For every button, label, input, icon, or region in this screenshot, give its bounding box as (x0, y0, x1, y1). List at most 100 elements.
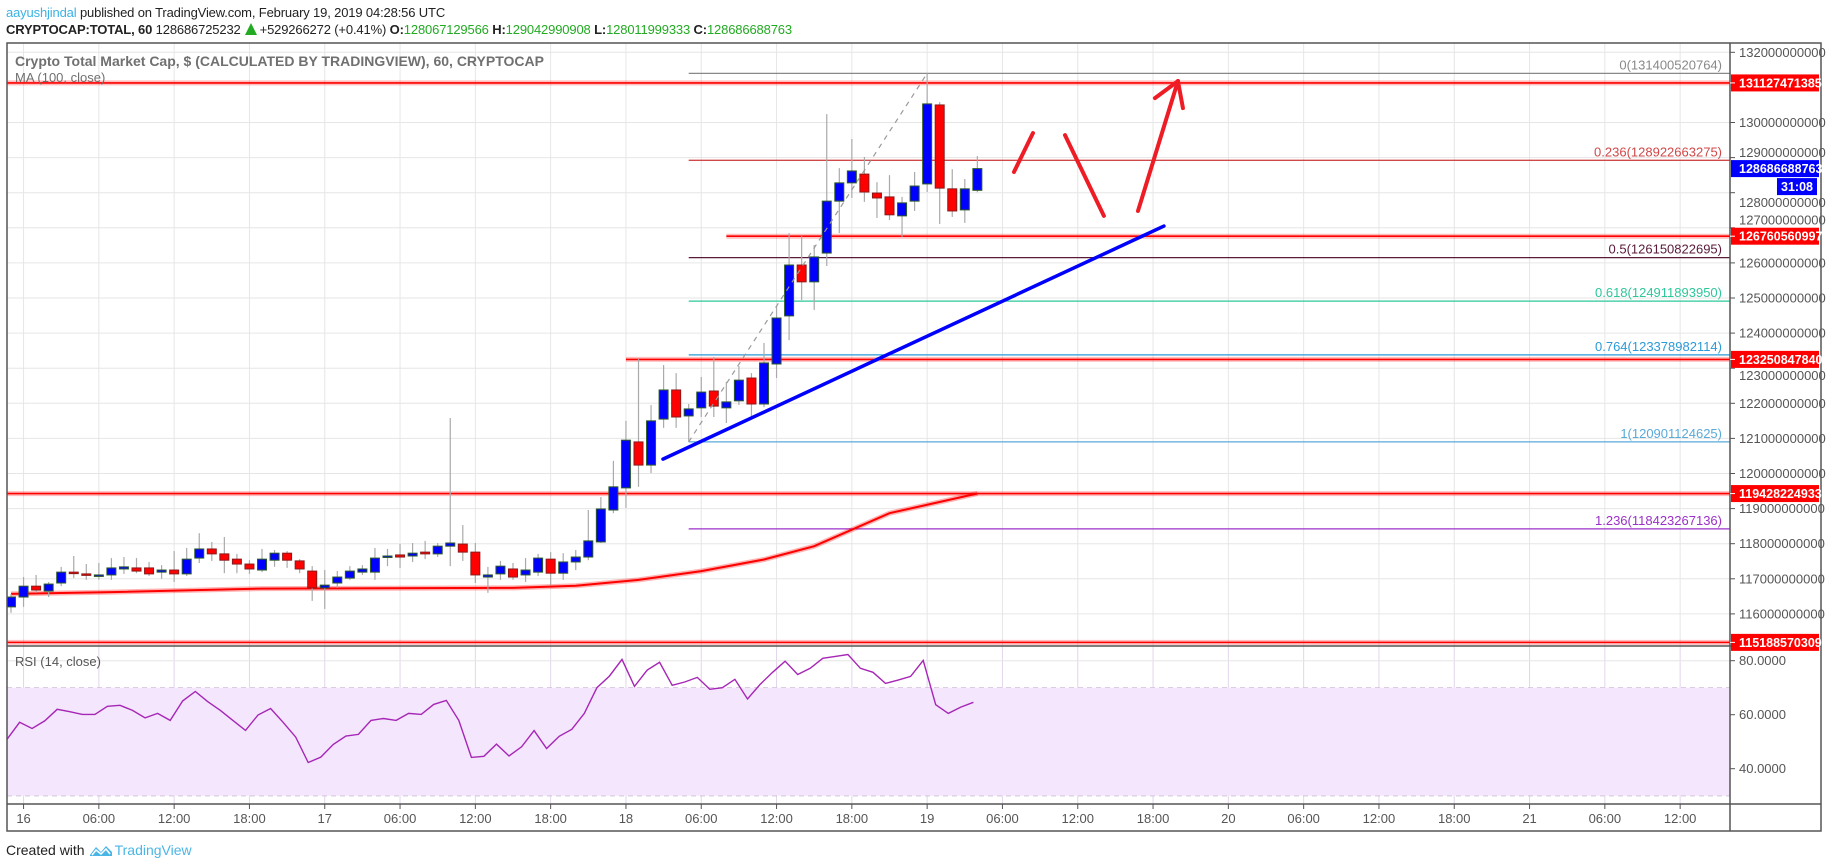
candle-up (608, 460, 619, 514)
horizontal-levels[interactable] (7, 80, 1730, 645)
candle-body (395, 554, 406, 558)
arrow-head-right (1175, 79, 1185, 111)
price-tick-label: 128000000000 (1739, 195, 1826, 210)
candle-body (759, 362, 769, 405)
candle-down (131, 558, 142, 574)
tradingview-link[interactable]: TradingView (114, 842, 192, 858)
candle-body (470, 551, 481, 576)
candle-down (884, 175, 895, 221)
candle-up (759, 342, 769, 408)
candle-body (118, 566, 129, 570)
level-price-label: 119428224933 (1739, 487, 1822, 501)
arrow-head-left (1152, 79, 1180, 101)
candle-up (570, 550, 581, 571)
candle-body (620, 439, 631, 489)
candle-body (457, 543, 468, 553)
candle-body (445, 542, 456, 547)
candle-body (696, 391, 707, 409)
candle-body (671, 389, 682, 418)
candle-down (708, 356, 719, 417)
price-tick-label: 125000000000 (1739, 290, 1826, 305)
candle-body (43, 583, 54, 592)
path-stroke[interactable] (1011, 131, 1035, 174)
candle-down (420, 540, 431, 560)
price-tick-label: 123000000000 (1739, 368, 1826, 383)
fib-level-label: 0.764(123378982114) (1595, 339, 1722, 354)
candle-body (18, 585, 29, 598)
candle-up (520, 558, 531, 582)
author-link[interactable]: aayushjindal (6, 5, 77, 20)
ma-legend: MA (100, close) (15, 70, 105, 85)
candle-up (181, 547, 192, 576)
up-triangle-icon (244, 23, 257, 35)
candle-body (796, 264, 807, 283)
level-price-label: 123250847840 (1739, 353, 1822, 367)
publish-info: aayushjindal published on TradingView.co… (6, 5, 445, 20)
candle-down (545, 552, 556, 586)
candle-body (68, 571, 79, 575)
candle-up (897, 196, 908, 237)
path-stroke[interactable] (1062, 133, 1106, 218)
candle-up (972, 156, 983, 193)
fib-trend-dashed-line (688, 73, 928, 443)
candle-up (43, 581, 54, 598)
drawings[interactable] (661, 73, 1185, 461)
candle-down (144, 561, 155, 576)
level-price-label-box[interactable] (1731, 74, 1819, 92)
price-tick-label: 126000000000 (1739, 255, 1826, 270)
time-tick-label: 12:00 (1664, 811, 1697, 826)
candle-body (859, 173, 870, 193)
candle-body (884, 196, 895, 216)
candle-up (445, 418, 456, 567)
time-tick-label: 17 (318, 811, 332, 826)
candle-up (809, 244, 820, 310)
candle-down (947, 169, 958, 217)
high-value: 129042990908 (505, 22, 591, 37)
candle-body (144, 567, 155, 575)
candle-up (369, 547, 380, 580)
candle-up (909, 171, 920, 211)
candle-down (231, 553, 242, 574)
candle-body (520, 569, 531, 576)
rsi-tick-label: 80.0000 (1739, 653, 1786, 668)
level-price-label-box[interactable] (1731, 227, 1819, 245)
candle-body (420, 551, 431, 555)
price-tick-label: 130000000000 (1739, 115, 1826, 130)
symbol-info: CRYPTOCAP:TOTAL, 60 128686725232 +5292662… (6, 22, 792, 37)
time-tick-label: 12:00 (1363, 811, 1396, 826)
candle-body (81, 573, 92, 576)
price-tick-label: 132000000000 (1739, 45, 1826, 60)
symbol: CRYPTOCAP:TOTAL, 60 (6, 22, 153, 37)
candle-up (533, 553, 544, 576)
candle-up (959, 179, 970, 223)
level-price-label-box[interactable] (1731, 350, 1819, 368)
candle-up (407, 542, 418, 562)
candle-down (859, 156, 870, 202)
candle-body (106, 567, 117, 576)
candle-body (344, 570, 355, 579)
candle-down (68, 555, 79, 579)
axes[interactable]: 132000000000 130000000000 129000000000 1280… (16, 45, 1825, 826)
rsi-band-fill (7, 687, 1730, 796)
candle-up (721, 381, 732, 423)
candle-body (746, 377, 757, 405)
level-price-label-box[interactable] (1731, 485, 1819, 503)
candle-body (595, 508, 606, 543)
arrow-up[interactable] (1135, 79, 1180, 213)
candle-down (633, 359, 644, 487)
time-tick-label: 18:00 (534, 811, 567, 826)
rsi-tick-label: 40.0000 (1739, 761, 1786, 776)
price-change: +529266272 (+0.41%) (259, 22, 387, 37)
level-price-label-box[interactable] (1731, 633, 1819, 651)
time-tick-label: 12:00 (459, 811, 492, 826)
candle-up (432, 542, 443, 558)
candle-body (646, 420, 657, 466)
candle-down (244, 560, 255, 574)
moving-average (10, 491, 978, 597)
fibonacci-retracement[interactable]: 0(131400520764) 0.236(128922663275) 0.5(12… (688, 57, 1730, 530)
support-trendline[interactable] (661, 224, 1166, 461)
candle-up (771, 306, 782, 379)
bar-countdown: 31:08 (1781, 180, 1813, 194)
candle-down (395, 544, 406, 568)
